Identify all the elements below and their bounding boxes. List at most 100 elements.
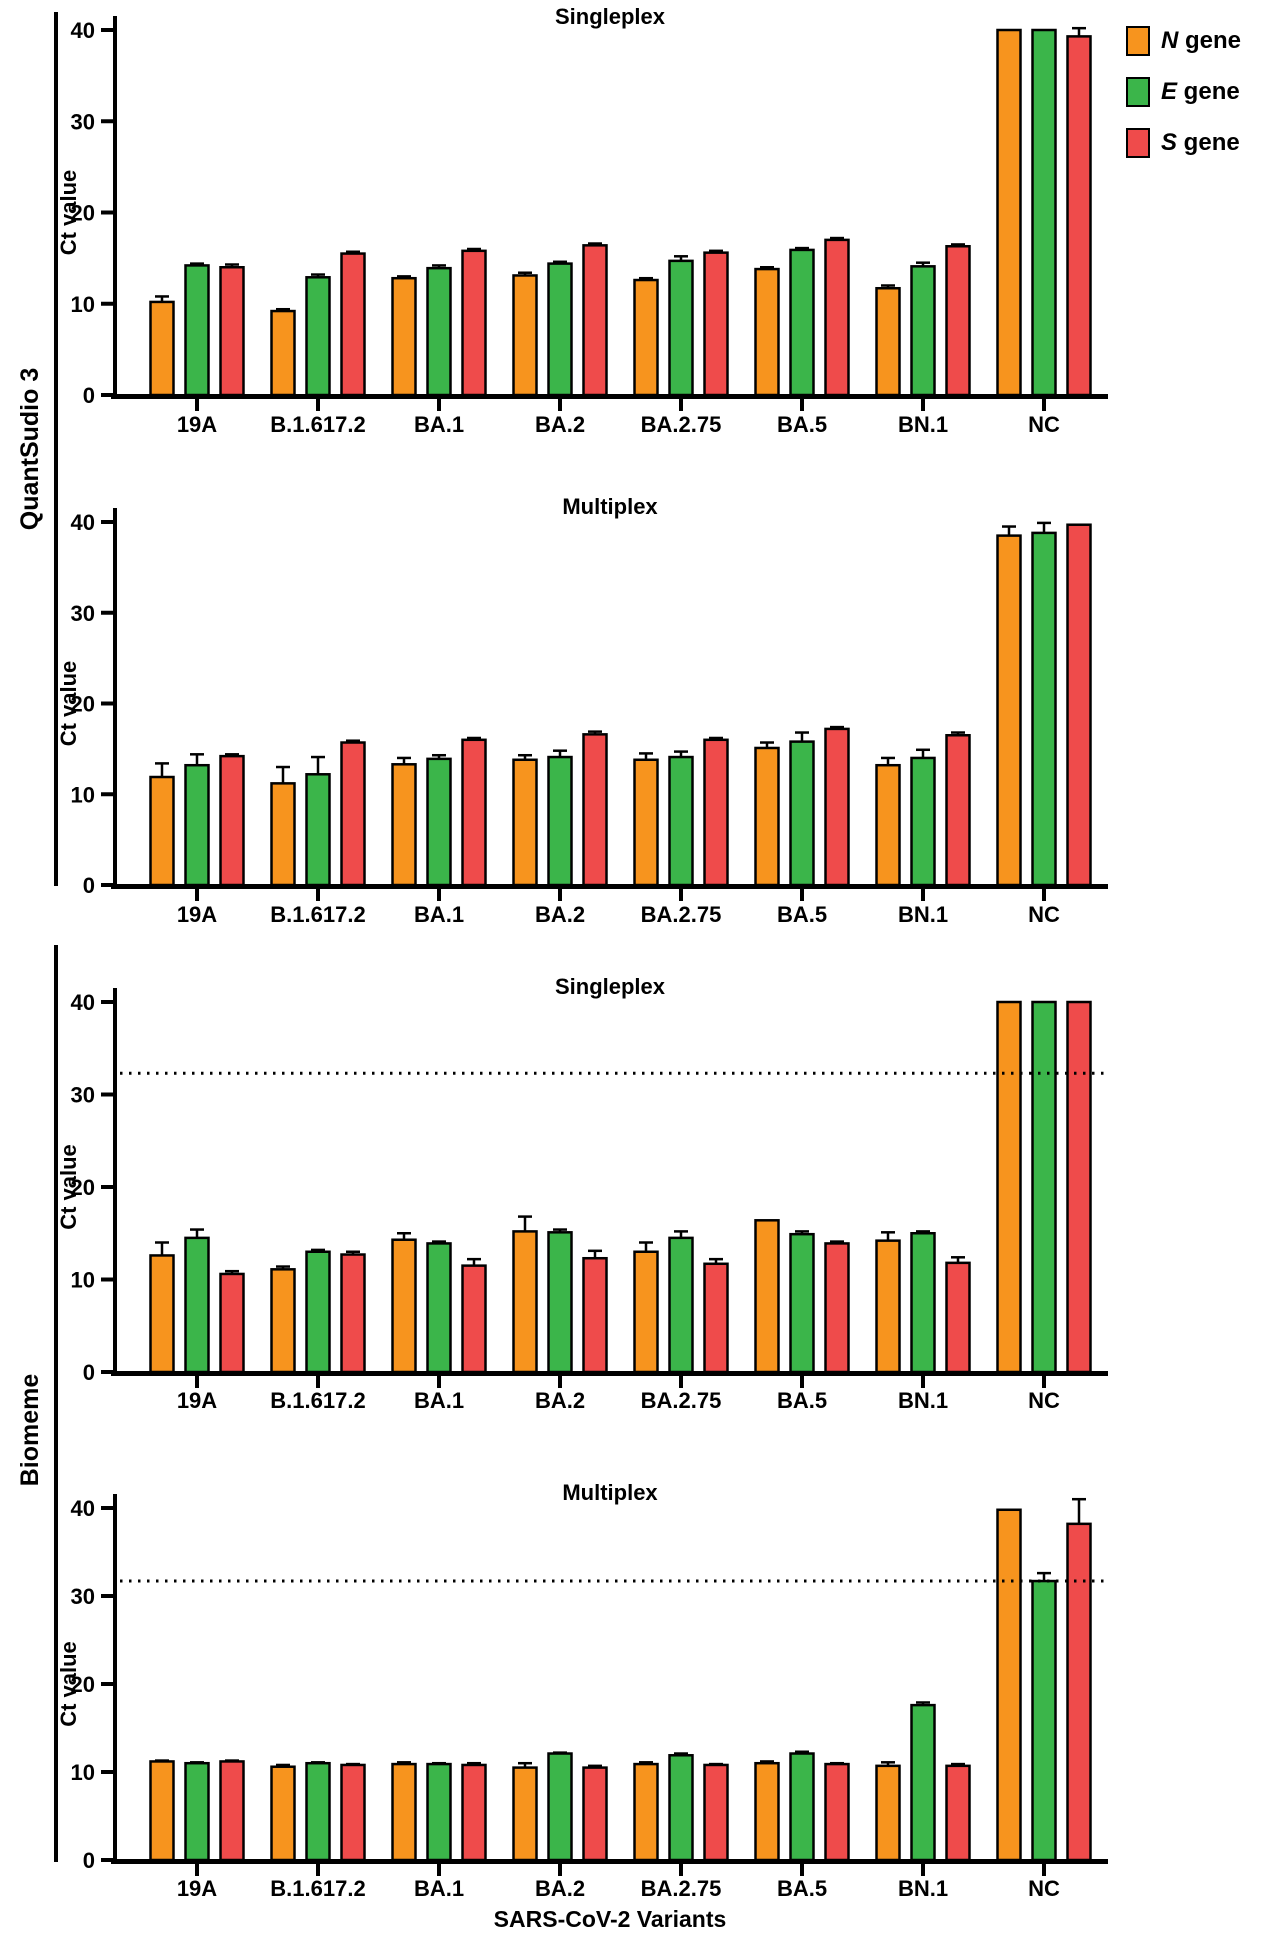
bar-quantsudio-3-multiplex-s-gene-ba-2-75 [703, 738, 729, 887]
y-tick-label-biomeme-multiplex-10: 10 [71, 1760, 95, 1785]
y-tick-quantsudio-3-singleplex-40 [101, 28, 113, 32]
bar-quantsudio-3-singleplex-n-gene-19a [149, 300, 175, 397]
chart-title-quantsudio-3-singleplex: Singleplex [555, 4, 666, 29]
bar-biomeme-singleplex-e-gene-ba-1 [426, 1242, 452, 1374]
bar-quantsudio-3-multiplex-s-gene-bn-1 [945, 734, 971, 887]
bar-quantsudio-3-singleplex-e-gene-ba-5 [789, 248, 815, 397]
y-tick-label-quantsudio-3-singleplex-40: 40 [71, 18, 95, 43]
chart-title-quantsudio-3-multiplex: Multiplex [562, 494, 658, 519]
x-tick-quantsudio-3-singleplex-ba-1 [437, 399, 441, 411]
bar-quantsudio-3-singleplex-n-gene-nc [996, 28, 1022, 397]
y-tick-label-biomeme-singleplex-0: 0 [83, 1360, 95, 1385]
bar-quantsudio-3-singleplex-e-gene-b-1-617-2 [305, 276, 331, 397]
bar-quantsudio-3-multiplex-n-gene-bn-1 [875, 763, 901, 887]
x-category-label-biomeme-multiplex-19a: 19A [177, 1876, 217, 1901]
x-tick-quantsudio-3-multiplex-b-1-617-2 [316, 889, 320, 901]
x-category-label-biomeme-multiplex-ba-1: BA.1 [414, 1876, 464, 1901]
bar-quantsudio-3-multiplex-e-gene-ba-2-75 [668, 755, 694, 887]
bar-quantsudio-3-singleplex-e-gene-19a [184, 264, 210, 397]
bar-quantsudio-3-multiplex-n-gene-ba-2 [512, 758, 538, 887]
legend-label-n-gene: N gene [1161, 27, 1241, 55]
bar-biomeme-singleplex-e-gene-ba-2 [547, 1231, 573, 1374]
bar-quantsudio-3-singleplex-s-gene-ba-5 [824, 238, 850, 397]
bar-quantsudio-3-singleplex-s-gene-nc [1066, 35, 1092, 397]
bar-biomeme-singleplex-e-gene-ba-5 [789, 1232, 815, 1374]
y-tick-quantsudio-3-singleplex-0 [101, 393, 113, 397]
bar-quantsudio-3-multiplex-e-gene-ba-1 [426, 757, 452, 887]
y-tick-biomeme-multiplex-30 [101, 1594, 113, 1598]
bar-quantsudio-3-multiplex-n-gene-19a [149, 775, 175, 887]
bar-quantsudio-3-multiplex-e-gene-nc [1031, 531, 1057, 887]
x-category-label-quantsudio-3-singleplex-bn-1: BN.1 [898, 412, 948, 437]
y-tick-label-biomeme-multiplex-30: 30 [71, 1584, 95, 1609]
x-tick-quantsudio-3-multiplex-ba-1 [437, 889, 441, 901]
y-tick-label-quantsudio-3-singleplex-20: 20 [71, 201, 95, 226]
x-axis-quantsudio-3-multiplex [111, 884, 1108, 889]
y-tick-quantsudio-3-singleplex-20 [101, 210, 113, 215]
x-axis-title: SARS-CoV-2 Variants [493, 1906, 727, 1932]
bar-biomeme-multiplex-e-gene-ba-1 [426, 1762, 452, 1862]
y-axis-quantsudio-3-singleplex [113, 16, 117, 397]
bar-quantsudio-3-singleplex-s-gene-ba-2 [582, 244, 608, 397]
bar-quantsudio-3-singleplex-s-gene-b-1-617-2 [340, 252, 366, 397]
bar-biomeme-multiplex-s-gene-ba-2-75 [703, 1763, 729, 1862]
bar-quantsudio-3-multiplex-s-gene-b-1-617-2 [340, 741, 366, 887]
x-category-label-quantsudio-3-singleplex-ba-2-75: BA.2.75 [641, 412, 722, 437]
y-tick-biomeme-singleplex-30 [101, 1092, 113, 1097]
x-tick-biomeme-singleplex-ba-2-75 [679, 1376, 683, 1388]
legend-label-s-gene: S gene [1161, 129, 1240, 157]
y-tick-label-quantsudio-3-multiplex-0: 0 [83, 873, 95, 898]
bar-quantsudio-3-multiplex-s-gene-19a [219, 754, 245, 887]
x-tick-quantsudio-3-multiplex-nc [1042, 889, 1046, 901]
y-tick-biomeme-multiplex-40 [101, 1506, 113, 1510]
x-category-label-biomeme-multiplex-b-1-617-2: B.1.617.2 [270, 1876, 365, 1901]
x-category-label-quantsudio-3-singleplex-ba-1: BA.1 [414, 412, 464, 437]
x-category-label-biomeme-singleplex-ba-2: BA.2 [535, 1388, 585, 1413]
bar-biomeme-singleplex-n-gene-b-1-617-2 [270, 1268, 296, 1374]
bar-biomeme-singleplex-s-gene-19a [219, 1272, 245, 1374]
x-tick-biomeme-multiplex-19a [195, 1864, 199, 1876]
x-category-label-quantsudio-3-multiplex-ba-2: BA.2 [535, 902, 585, 927]
bar-quantsudio-3-multiplex-e-gene-19a [184, 763, 210, 887]
bar-biomeme-multiplex-e-gene-ba-2-75 [668, 1754, 694, 1862]
legend-swatch-e-gene [1126, 77, 1150, 107]
bar-biomeme-multiplex-n-gene-bn-1 [875, 1764, 901, 1862]
bar-biomeme-singleplex-s-gene-ba-5 [824, 1242, 850, 1374]
bracket-quantstudio [54, 12, 58, 886]
x-category-label-quantsudio-3-singleplex-ba-2: BA.2 [535, 412, 585, 437]
bar-biomeme-singleplex-s-gene-nc [1066, 1000, 1092, 1374]
y-tick-label-quantsudio-3-multiplex-10: 10 [71, 782, 95, 807]
x-category-label-biomeme-singleplex-bn-1: BN.1 [898, 1388, 948, 1413]
bar-biomeme-multiplex-n-gene-ba-5 [754, 1761, 780, 1862]
y-axis-biomeme-singleplex [113, 988, 117, 1374]
bar-quantsudio-3-singleplex-n-gene-b-1-617-2 [270, 309, 296, 397]
x-category-label-biomeme-multiplex-nc: NC [1028, 1876, 1060, 1901]
legend-gene-word: gene [1177, 129, 1240, 156]
bar-biomeme-multiplex-s-gene-bn-1 [945, 1764, 971, 1862]
x-category-label-quantsudio-3-singleplex-nc: NC [1028, 412, 1060, 437]
x-tick-biomeme-multiplex-ba-2-75 [679, 1864, 683, 1876]
legend-gene-word: gene [1178, 27, 1242, 54]
x-tick-biomeme-multiplex-b-1-617-2 [316, 1864, 320, 1876]
x-category-label-quantsudio-3-multiplex-b-1-617-2: B.1.617.2 [270, 902, 365, 927]
x-tick-quantsudio-3-singleplex-19a [195, 399, 199, 411]
bar-quantsudio-3-multiplex-s-gene-ba-1 [461, 738, 487, 887]
bar-quantsudio-3-multiplex-n-gene-b-1-617-2 [270, 782, 296, 887]
x-tick-biomeme-singleplex-nc [1042, 1376, 1046, 1388]
legend-item-e-gene: E gene [1126, 77, 1241, 107]
y-tick-biomeme-singleplex-20 [101, 1185, 113, 1189]
bar-biomeme-multiplex-e-gene-nc [1031, 1579, 1057, 1862]
y-axis-quantsudio-3-multiplex [113, 508, 117, 887]
legend-gene-letter: E [1161, 78, 1178, 105]
bar-quantsudio-3-singleplex-s-gene-ba-2-75 [703, 251, 729, 397]
bar-biomeme-multiplex-n-gene-b-1-617-2 [270, 1765, 296, 1862]
bar-biomeme-singleplex-s-gene-ba-2 [582, 1256, 608, 1374]
bar-quantsudio-3-singleplex-n-gene-ba-1 [391, 276, 417, 397]
y-tick-quantsudio-3-singleplex-10 [101, 301, 113, 306]
x-category-label-quantsudio-3-multiplex-bn-1: BN.1 [898, 902, 948, 927]
x-category-label-quantsudio-3-multiplex-ba-1: BA.1 [414, 902, 464, 927]
bar-biomeme-singleplex-n-gene-nc [996, 1000, 1022, 1374]
y-tick-quantsudio-3-singleplex-30 [101, 119, 113, 124]
bar-biomeme-multiplex-s-gene-nc [1066, 1522, 1092, 1862]
